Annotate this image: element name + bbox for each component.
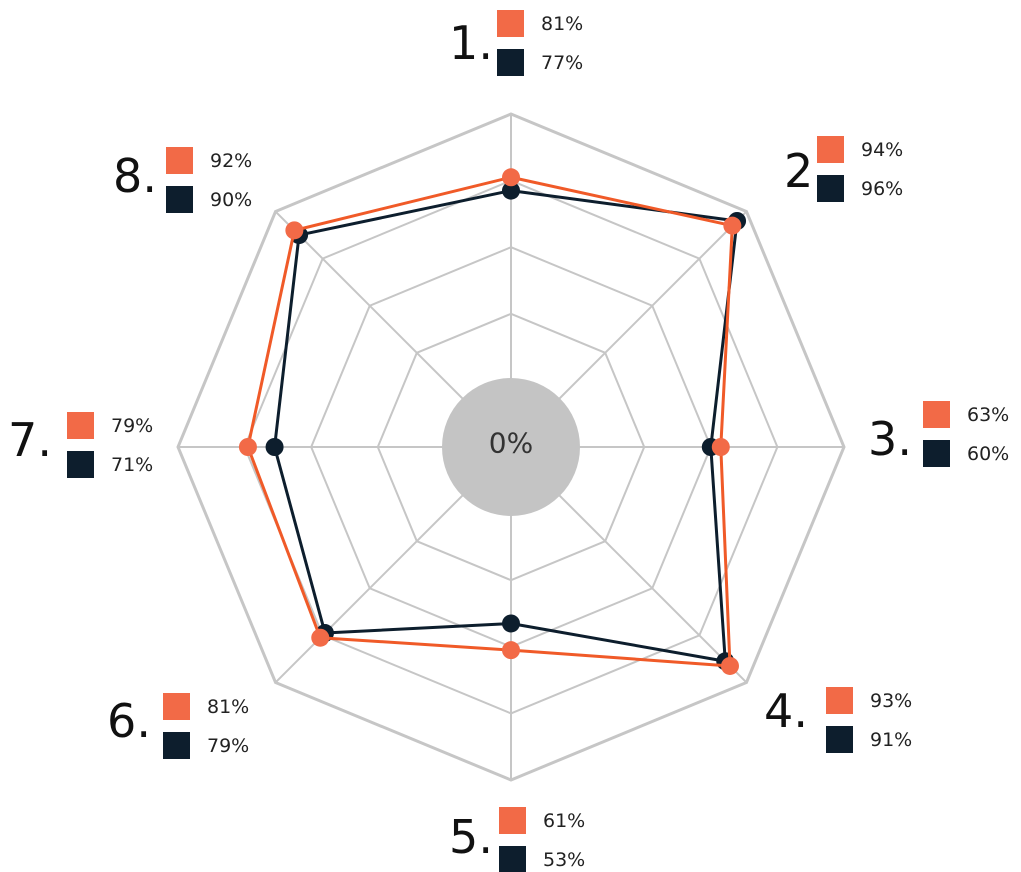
axis-label-5: 5. 61% 53% <box>449 807 585 872</box>
axis-label-6: 6. 81% 79% <box>107 693 249 759</box>
axis-label-3: 3. 63% 60% <box>868 401 1009 467</box>
axis-label-2: 2. 94%96% <box>784 136 903 202</box>
legend-square-series-1 <box>163 693 190 720</box>
axis-label-4: 4. 93% 91% <box>764 684 912 753</box>
value-label-series-1: 79% <box>111 415 153 437</box>
value-label-series-1: 81% <box>541 13 583 35</box>
legend-square-series-1 <box>826 687 853 714</box>
legend-square-series-1 <box>923 401 950 428</box>
center-label: 0% <box>489 427 533 460</box>
axis-label-8: 8. 92% 90% <box>113 147 252 213</box>
legend-square-series-1 <box>817 136 844 163</box>
value-label-series-1: 94% <box>861 139 903 161</box>
legend-square-series-1 <box>166 147 193 174</box>
value-label-series-2: 79% <box>207 735 249 757</box>
series-layer <box>238 168 747 675</box>
axis-label-7: 7. 79% 71% <box>8 412 153 478</box>
legend-square-series-2 <box>166 186 193 213</box>
value-label-series-1: 81% <box>207 696 249 718</box>
axis-number: 3. <box>868 412 912 466</box>
legend-square-series-2 <box>67 451 94 478</box>
value-label-series-2: 91% <box>870 729 912 751</box>
value-label-series-2: 53% <box>543 849 585 871</box>
legend-square-series-1 <box>499 807 526 834</box>
series-1-point <box>502 168 520 187</box>
axis-labels: 1. 81%77%2. 94%96%3. 63%60%4. 93%91%5. 61%53%… <box>8 10 1009 872</box>
value-label-series-2: 90% <box>210 189 252 211</box>
value-label-series-2: 60% <box>967 443 1009 465</box>
series-1-point <box>502 641 520 660</box>
series-1-point <box>285 221 304 240</box>
axis-number: 1. <box>449 16 493 70</box>
legend-square-series-2 <box>499 846 526 872</box>
value-label-series-1: 93% <box>870 690 912 712</box>
value-label-series-2: 96% <box>861 178 903 200</box>
axis-number: 4. <box>764 684 808 738</box>
legend-square-series-2 <box>163 732 190 759</box>
center-disc <box>442 378 580 516</box>
legend-square-series-1 <box>67 412 94 439</box>
legend-square-series-2 <box>923 440 950 467</box>
axis-number: 6. <box>107 694 151 748</box>
series-1-point <box>311 628 330 647</box>
series-1 <box>238 168 742 675</box>
value-label-series-1: 61% <box>543 810 585 832</box>
legend-square-series-1 <box>497 10 524 37</box>
legend-square-series-2 <box>497 49 524 76</box>
axis-number: 8. <box>113 149 157 203</box>
axis-label-1: 1. 81% 77% <box>449 10 583 76</box>
value-label-series-1: 63% <box>967 404 1009 426</box>
series-1-point <box>238 438 257 456</box>
value-label-series-2: 77% <box>541 52 583 74</box>
value-label-series-2: 71% <box>111 454 153 476</box>
series-2-point <box>502 614 520 633</box>
axis-number: 7. <box>8 413 52 467</box>
axis-number: 5. <box>449 810 493 864</box>
series-2-point <box>502 181 520 200</box>
legend-square-series-2 <box>817 175 844 202</box>
series-1-point <box>720 656 739 675</box>
legend-square-series-2 <box>826 726 853 753</box>
series-2-point <box>265 438 284 456</box>
series-1-point <box>723 216 742 235</box>
series-1-point <box>711 438 730 456</box>
value-label-series-1: 92% <box>210 150 252 172</box>
